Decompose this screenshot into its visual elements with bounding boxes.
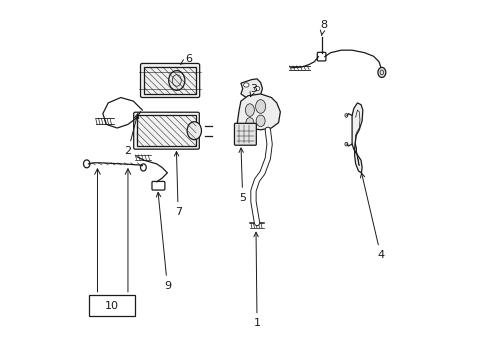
Ellipse shape [245, 118, 253, 128]
FancyBboxPatch shape [234, 123, 256, 145]
Bar [88, 295, 135, 316]
Text: 1: 1 [253, 232, 260, 328]
Text: 6: 6 [180, 54, 192, 64]
Ellipse shape [254, 86, 259, 91]
Polygon shape [237, 94, 280, 132]
Ellipse shape [377, 67, 385, 77]
Polygon shape [351, 103, 362, 173]
Text: 7: 7 [174, 152, 182, 217]
Ellipse shape [245, 104, 254, 116]
Text: 8: 8 [319, 20, 326, 36]
Text: 10: 10 [104, 301, 119, 311]
Ellipse shape [168, 71, 184, 90]
Ellipse shape [187, 122, 201, 140]
Text: 9: 9 [156, 193, 171, 291]
Text: 5: 5 [239, 148, 245, 203]
Ellipse shape [243, 83, 248, 87]
Text: 4: 4 [360, 173, 384, 260]
Text: 3: 3 [249, 84, 256, 97]
Bar [137, 116, 196, 146]
FancyBboxPatch shape [133, 112, 199, 149]
Ellipse shape [256, 115, 264, 127]
Ellipse shape [255, 100, 265, 113]
Polygon shape [241, 79, 262, 98]
FancyBboxPatch shape [140, 63, 199, 98]
Text: 2: 2 [124, 114, 139, 156]
Bar [144, 67, 196, 94]
